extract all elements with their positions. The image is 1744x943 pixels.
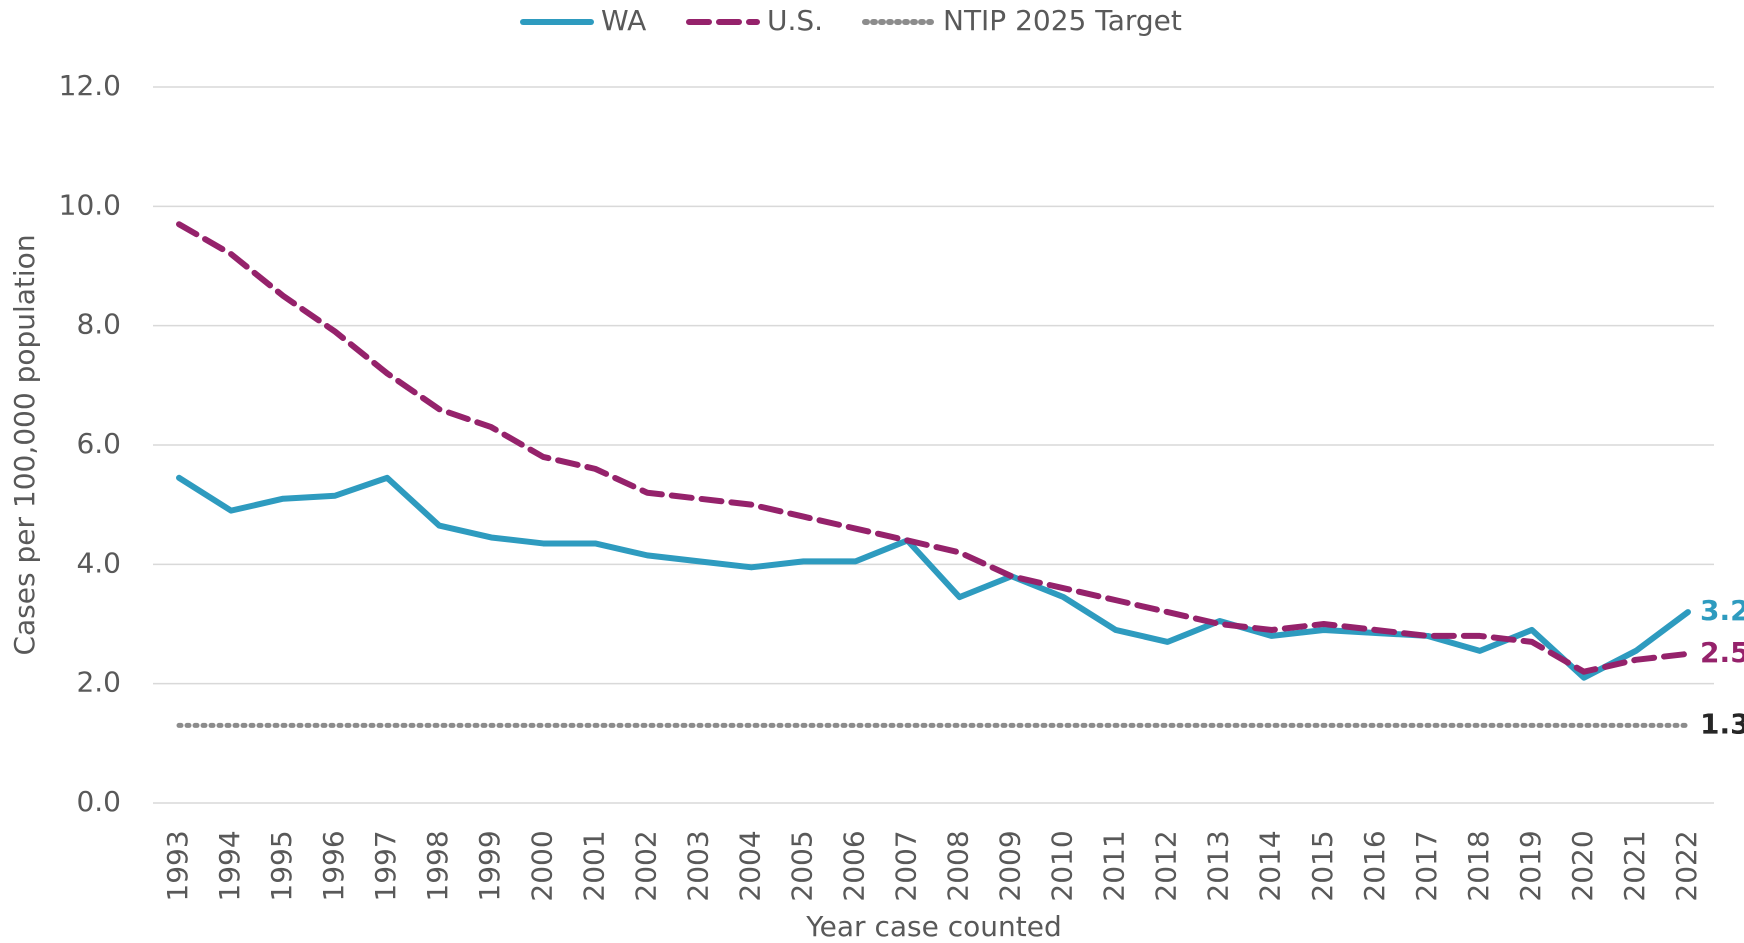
x-tick-label: 1994 [213, 830, 246, 901]
y-tick-label: 6.0 [76, 427, 121, 460]
x-tick-label: 2022 [1670, 830, 1703, 901]
x-tick-label: 1993 [161, 830, 194, 901]
x-tick-label: 2015 [1306, 830, 1339, 901]
line-series [176, 221, 1691, 675]
x-tick-label: 2018 [1462, 830, 1495, 901]
x-tick-label: 2006 [837, 830, 870, 901]
x-tick-label: 2007 [889, 830, 922, 901]
x-tick-label: 1995 [265, 830, 298, 901]
x-tick-label: 1996 [317, 830, 350, 901]
x-tick-label: 2002 [629, 830, 662, 901]
legend-label: NTIP 2025 Target [943, 4, 1182, 37]
x-tick-label: 2009 [994, 830, 1027, 901]
x-tick-label: 2008 [942, 830, 975, 901]
x-tick-label: 2021 [1618, 830, 1651, 901]
x-tick-label: 1997 [369, 830, 402, 901]
y-axis-label: Cases per 100,000 population [8, 234, 41, 655]
x-tick-label: 2017 [1410, 830, 1443, 901]
x-tick-label: 2011 [1098, 830, 1131, 901]
y-tick-label: 12.0 [59, 69, 121, 102]
x-tick-label: 2012 [1150, 830, 1183, 901]
legend-label: WA [601, 4, 646, 37]
y-tick-label: 8.0 [76, 308, 121, 341]
x-tick-label: 1998 [421, 830, 454, 901]
x-tick-label: 2004 [733, 830, 766, 901]
y-tick-label: 0.0 [76, 785, 121, 818]
x-axis-label: Year case counted [805, 910, 1061, 943]
line-series [176, 474, 1691, 681]
end-label: 2.5 [1700, 636, 1744, 669]
y-tick-label: 10.0 [59, 188, 121, 221]
x-tick-label: 2020 [1566, 830, 1599, 901]
x-tick-label: 2010 [1046, 830, 1079, 901]
x-tick-label: 2005 [785, 830, 818, 901]
x-tick-label: 2013 [1202, 830, 1235, 901]
x-tick-label: 2014 [1254, 830, 1287, 901]
y-tick-label: 2.0 [76, 666, 121, 699]
legend-label: U.S. [767, 4, 823, 37]
end-label: 1.3 [1700, 707, 1744, 740]
x-tick-label: 2001 [577, 830, 610, 901]
x-tick-label: 2003 [681, 830, 714, 901]
y-tick-label: 4.0 [76, 546, 121, 579]
x-tick-label: 2000 [525, 830, 558, 901]
x-tick-label: 2016 [1358, 830, 1391, 901]
x-tick-label: 2019 [1514, 830, 1547, 901]
end-label: 3.2 [1700, 594, 1744, 627]
x-tick-label: 1999 [473, 830, 506, 901]
